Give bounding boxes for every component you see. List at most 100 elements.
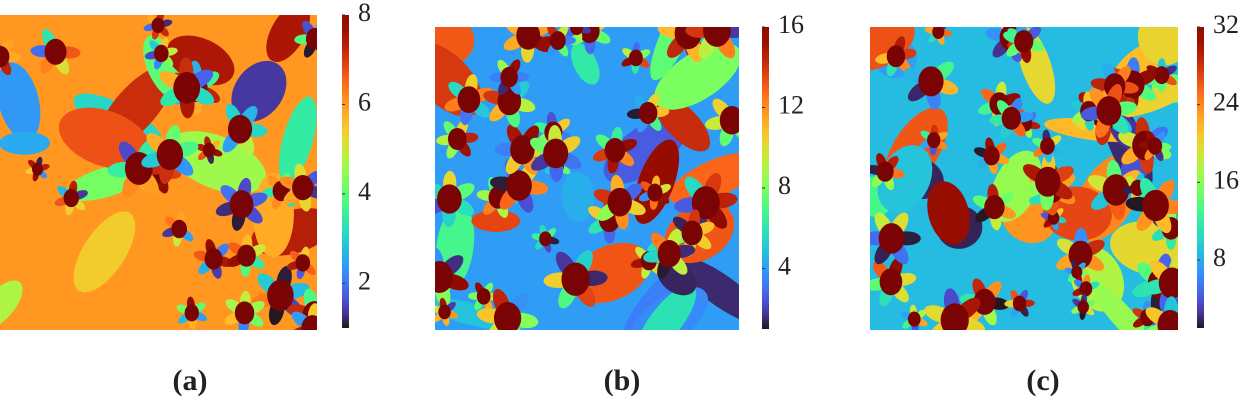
grain-core bbox=[1001, 106, 1021, 130]
petal bbox=[583, 27, 595, 31]
grain-core bbox=[267, 279, 294, 312]
grain-core bbox=[918, 66, 944, 97]
grain-core bbox=[1102, 174, 1130, 206]
grain-core bbox=[151, 17, 165, 33]
colorbar-tick-label: 6 bbox=[358, 87, 371, 116]
grain-core bbox=[983, 146, 1000, 166]
grain bbox=[279, 96, 317, 184]
colorbar-tick-label: 32 bbox=[1213, 10, 1239, 39]
colorbar bbox=[342, 15, 349, 328]
grain-core bbox=[204, 248, 223, 270]
field-image bbox=[435, 12, 739, 330]
grain-core bbox=[31, 162, 44, 176]
grain-core bbox=[44, 38, 67, 65]
grain-core bbox=[305, 27, 317, 50]
colorbar-tick-label: 4 bbox=[358, 177, 371, 206]
colorbar-tick-label: 8 bbox=[778, 171, 791, 200]
field-image bbox=[0, 15, 317, 330]
grain-core bbox=[497, 87, 522, 116]
grain-core bbox=[0, 45, 10, 68]
colorbar-tick-label: 12 bbox=[778, 91, 804, 120]
grain-core bbox=[493, 301, 522, 330]
grain-core bbox=[184, 304, 199, 322]
grain-core bbox=[457, 86, 481, 114]
grain-core bbox=[1154, 66, 1170, 85]
grain-core bbox=[543, 138, 569, 169]
grain-core bbox=[984, 195, 1005, 220]
grain-core bbox=[447, 127, 467, 150]
grain-core bbox=[570, 27, 584, 36]
panel-label: (b) bbox=[604, 364, 641, 397]
grain-core bbox=[1079, 281, 1093, 297]
grain-core bbox=[516, 27, 541, 50]
grain-core bbox=[500, 66, 518, 88]
grain bbox=[1137, 27, 1178, 66]
petal bbox=[570, 12, 580, 28]
grain-core bbox=[549, 31, 566, 50]
grain bbox=[636, 284, 697, 330]
grain-core bbox=[703, 27, 731, 47]
grain-core bbox=[202, 142, 216, 158]
grain-core bbox=[1012, 295, 1027, 312]
colorbar-tick-label: 4 bbox=[778, 252, 791, 281]
grain-core bbox=[1071, 265, 1083, 279]
colorbar-tick-label: 16 bbox=[778, 10, 804, 39]
grain-core bbox=[1147, 137, 1163, 155]
colorbar-tick-label: 2 bbox=[358, 266, 371, 295]
grain-core bbox=[886, 45, 906, 68]
grain-core bbox=[292, 174, 314, 201]
grain-core bbox=[63, 188, 79, 208]
grain-core bbox=[539, 231, 552, 247]
grain-core bbox=[437, 184, 462, 214]
panel-label: (a) bbox=[173, 364, 208, 397]
grain bbox=[0, 62, 41, 140]
colorbar-tick-label: 24 bbox=[1213, 88, 1239, 117]
grain bbox=[73, 211, 136, 293]
grain-core bbox=[1096, 96, 1122, 126]
grain bbox=[570, 43, 600, 85]
grain-core bbox=[510, 135, 535, 165]
grain-core bbox=[229, 190, 254, 219]
grain-core bbox=[638, 101, 658, 124]
grain-core bbox=[907, 311, 921, 327]
grain-core bbox=[227, 114, 253, 144]
panel-label: (c) bbox=[1026, 364, 1059, 397]
grain bbox=[0, 131, 51, 155]
grain-core bbox=[1158, 267, 1178, 299]
grain-core bbox=[1142, 189, 1169, 222]
grain-core bbox=[435, 261, 453, 293]
grain-core bbox=[1157, 310, 1178, 330]
grain-core bbox=[878, 223, 905, 254]
grain-core bbox=[1035, 166, 1061, 197]
grain bbox=[927, 181, 970, 245]
grain-core bbox=[681, 220, 703, 246]
grain-core bbox=[234, 301, 255, 325]
grain bbox=[561, 171, 595, 222]
grain-core bbox=[927, 132, 941, 149]
colorbar bbox=[762, 27, 769, 329]
petal bbox=[304, 329, 317, 330]
grain-core bbox=[604, 138, 626, 163]
grain bbox=[266, 15, 311, 62]
colorbar-tick-label: 8 bbox=[358, 0, 371, 27]
grain-core bbox=[153, 44, 169, 63]
grain-core bbox=[1077, 300, 1089, 314]
grain bbox=[0, 280, 23, 330]
grain-core bbox=[561, 262, 590, 296]
grain-core bbox=[171, 219, 188, 239]
colorbar bbox=[1197, 27, 1204, 328]
grain-core bbox=[719, 106, 739, 135]
grain-core bbox=[301, 315, 317, 330]
colorbar-tick-label: 16 bbox=[1213, 165, 1239, 194]
grain-core bbox=[879, 268, 903, 296]
grain-core bbox=[973, 288, 996, 315]
grain-core bbox=[506, 170, 532, 201]
grain-core bbox=[156, 138, 184, 171]
grain-core bbox=[657, 240, 681, 268]
grain bbox=[1088, 278, 1158, 330]
grain-core bbox=[1014, 30, 1034, 53]
grain bbox=[231, 60, 287, 122]
grain-core bbox=[876, 161, 894, 182]
grain-core bbox=[237, 244, 256, 267]
